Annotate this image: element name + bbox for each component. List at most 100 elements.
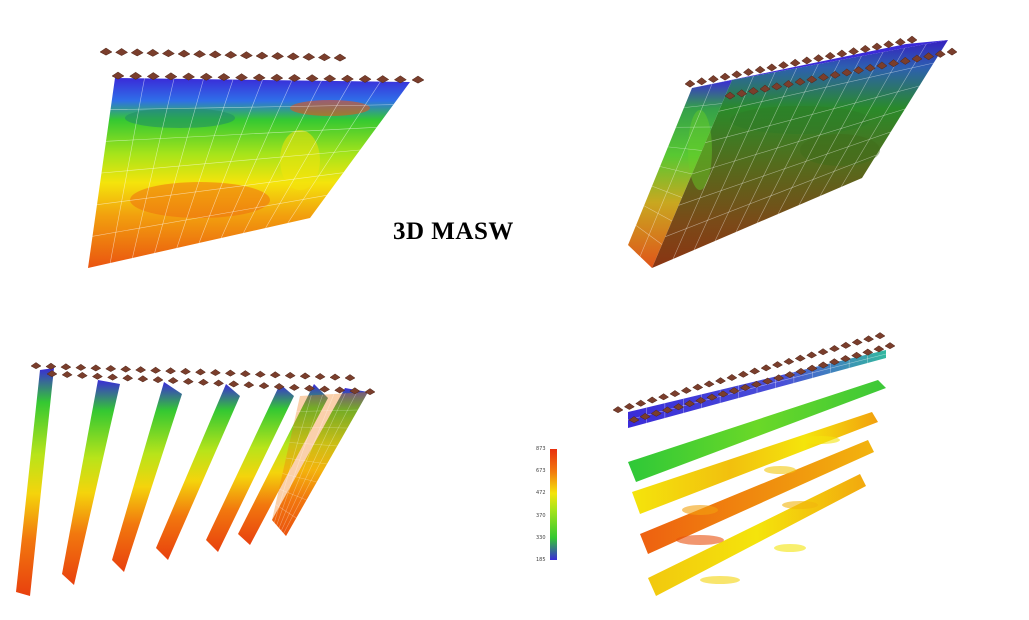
sensor-marker — [692, 383, 704, 391]
sensor-marker — [658, 393, 670, 401]
sensor-marker — [287, 74, 301, 82]
sensor-marker — [270, 73, 284, 82]
sensor-marker — [146, 72, 160, 80]
sensor-marker — [393, 75, 407, 84]
sensor-marker — [224, 50, 238, 59]
grid-line — [705, 85, 920, 143]
sensor-marker — [239, 370, 251, 378]
sensor-marker — [863, 335, 875, 343]
sensor-marker — [696, 77, 708, 86]
sensor-marker — [334, 386, 346, 394]
sensor-marker — [801, 56, 813, 65]
sensor-marker — [795, 367, 807, 375]
grid-line — [659, 166, 693, 175]
velocity-blotch — [782, 501, 818, 509]
colorbar-tick-label: 330 — [536, 534, 546, 541]
grid-line — [105, 127, 377, 142]
sensor-marker — [873, 345, 885, 353]
grid-line — [296, 409, 358, 412]
sensor-marker — [899, 56, 911, 65]
sensor-marker — [61, 371, 73, 378]
block-front-face — [652, 40, 948, 268]
sensor-marker — [750, 380, 762, 388]
velocity-blotch — [682, 505, 718, 515]
grid-line — [283, 392, 357, 534]
colorbar-ramp — [550, 449, 557, 560]
sensor-marker — [760, 364, 772, 372]
grid-line — [683, 103, 723, 108]
sensor-marker — [680, 386, 692, 394]
sensor-marker — [736, 89, 748, 98]
sensor-marker — [217, 73, 231, 81]
grid-line — [101, 149, 361, 174]
grid-line — [639, 83, 713, 257]
sensor-marker — [165, 367, 177, 375]
grid-line — [756, 59, 841, 224]
sensor-marker — [252, 73, 266, 82]
sensor-marker — [130, 48, 144, 57]
sensor-marker — [794, 354, 806, 362]
sensor-marker — [684, 79, 696, 88]
section-grid — [92, 78, 394, 264]
sensor-marker — [707, 75, 719, 83]
sensor-marker — [76, 371, 88, 379]
grid-line — [693, 71, 776, 251]
sensor-marker — [684, 400, 696, 407]
sensor-marker — [766, 63, 778, 72]
sensor-marker — [778, 61, 789, 69]
sensor-marker — [923, 52, 935, 61]
grid-line — [292, 426, 348, 429]
velocity-blotch — [676, 535, 724, 545]
grid-line — [798, 51, 884, 206]
sensor-marker — [115, 48, 129, 56]
sensor-marker — [177, 49, 191, 58]
sensor-marker — [911, 54, 923, 63]
sensor-marker — [818, 73, 829, 81]
sensor-marker — [146, 48, 160, 57]
sensor-marker — [731, 70, 743, 79]
grid-line — [777, 55, 862, 215]
depth-slices — [627, 350, 887, 596]
grid-line — [672, 75, 754, 260]
sensor-marker — [105, 365, 117, 372]
sensor-marker — [906, 35, 918, 44]
sensor-marker — [255, 51, 269, 60]
grid-line — [278, 488, 307, 501]
colorbar-tick-label: 370 — [536, 512, 546, 519]
sensor-marker — [806, 75, 818, 84]
sensor-marker — [288, 383, 300, 391]
grid-line — [285, 457, 328, 465]
sensor-marker — [271, 52, 285, 60]
sensor-marker — [305, 74, 319, 83]
sensor-marker — [771, 82, 783, 91]
sensor-marker — [228, 380, 240, 388]
colorbar-tick-label: 673 — [536, 468, 546, 475]
sensor-marker — [137, 375, 149, 383]
grid-line — [274, 395, 312, 523]
sensor-marker — [876, 61, 888, 70]
sensor-marker — [871, 42, 883, 51]
sensor-marker — [111, 71, 125, 80]
sensor-array — [684, 35, 958, 100]
sensor-array — [30, 362, 376, 396]
horizontal-depth-slices-panel — [612, 332, 896, 596]
sensor-marker — [828, 358, 840, 366]
sensor-marker — [99, 47, 113, 56]
sensor-marker — [853, 66, 864, 75]
sensor-marker — [639, 412, 651, 420]
sensor-marker — [789, 58, 801, 67]
vertical-slices — [16, 368, 368, 596]
sensor-marker — [806, 351, 818, 359]
sensor-marker — [224, 369, 236, 377]
block-side-face — [628, 80, 732, 268]
sensor-marker — [715, 377, 726, 385]
sensor-marker — [195, 368, 206, 376]
sensor-marker — [742, 68, 754, 76]
sensor-marker — [258, 382, 270, 390]
sensor-marker — [612, 406, 624, 414]
sensor-marker — [783, 357, 795, 365]
sensor-marker — [329, 373, 341, 381]
sensor-marker — [894, 37, 906, 46]
grid-line — [667, 146, 703, 151]
sensor-marker — [841, 68, 853, 77]
